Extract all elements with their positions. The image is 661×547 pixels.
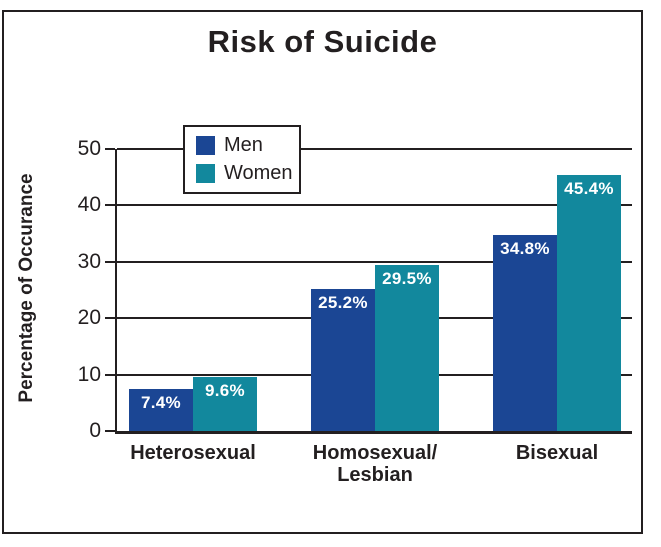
bar-value-label: 25.2% xyxy=(318,293,368,312)
legend-item-men: Men xyxy=(196,134,299,157)
bar-value-label: 7.4% xyxy=(141,393,181,412)
plot-area: 7.4% 9.6% 25.2% 29.5% 34.8% 45.4% xyxy=(115,148,632,434)
legend-item-women: Women xyxy=(196,162,299,185)
legend-swatch-men xyxy=(196,136,215,155)
gridline-40 xyxy=(117,204,632,207)
legend-swatch-women xyxy=(196,164,215,183)
legend-label-men: Men xyxy=(224,134,263,156)
y-tick-mark-20 xyxy=(105,317,115,320)
legend-label-women: Women xyxy=(224,162,293,184)
chart-title: Risk of Suicide xyxy=(207,24,438,59)
bar-men-1: 7.4% xyxy=(129,389,193,431)
y-tick-label-30: 30 xyxy=(77,249,101,273)
y-axis-title: Percentage of Occurance xyxy=(16,173,37,403)
bar-men-2: 25.2% xyxy=(311,289,375,431)
gridline-30 xyxy=(117,260,632,263)
x-category-label-1: Heterosexual xyxy=(130,442,256,464)
bar-women-3: 45.4% xyxy=(557,175,621,431)
y-tick-label-50: 50 xyxy=(77,137,101,160)
bar-value-label: 29.5% xyxy=(382,269,432,288)
bar-value-label: 34.8% xyxy=(500,239,550,258)
legend: Men Women xyxy=(183,125,301,194)
y-tick-mark-40 xyxy=(105,204,115,207)
x-category-label-2: Homosexual/ Lesbian xyxy=(312,442,438,486)
y-tick-mark-0 xyxy=(105,430,115,432)
x-category-label-3: Bisexual xyxy=(515,442,599,464)
y-tick-label-0: 0 xyxy=(89,419,101,442)
bar-women-2: 29.5% xyxy=(375,265,439,431)
bar-value-label: 45.4% xyxy=(564,179,614,198)
y-tick-label-10: 10 xyxy=(77,362,101,386)
y-tick-label-40: 40 xyxy=(77,193,101,217)
y-tick-mark-30 xyxy=(105,260,115,263)
gridline-50 xyxy=(117,148,632,150)
bar-women-1: 9.6% xyxy=(193,377,257,431)
bar-value-label: 9.6% xyxy=(205,381,245,400)
y-tick-label-20: 20 xyxy=(77,306,101,330)
y-tick-mark-10 xyxy=(105,373,115,376)
y-tick-mark-50 xyxy=(105,148,115,150)
bar-men-3: 34.8% xyxy=(493,235,557,431)
